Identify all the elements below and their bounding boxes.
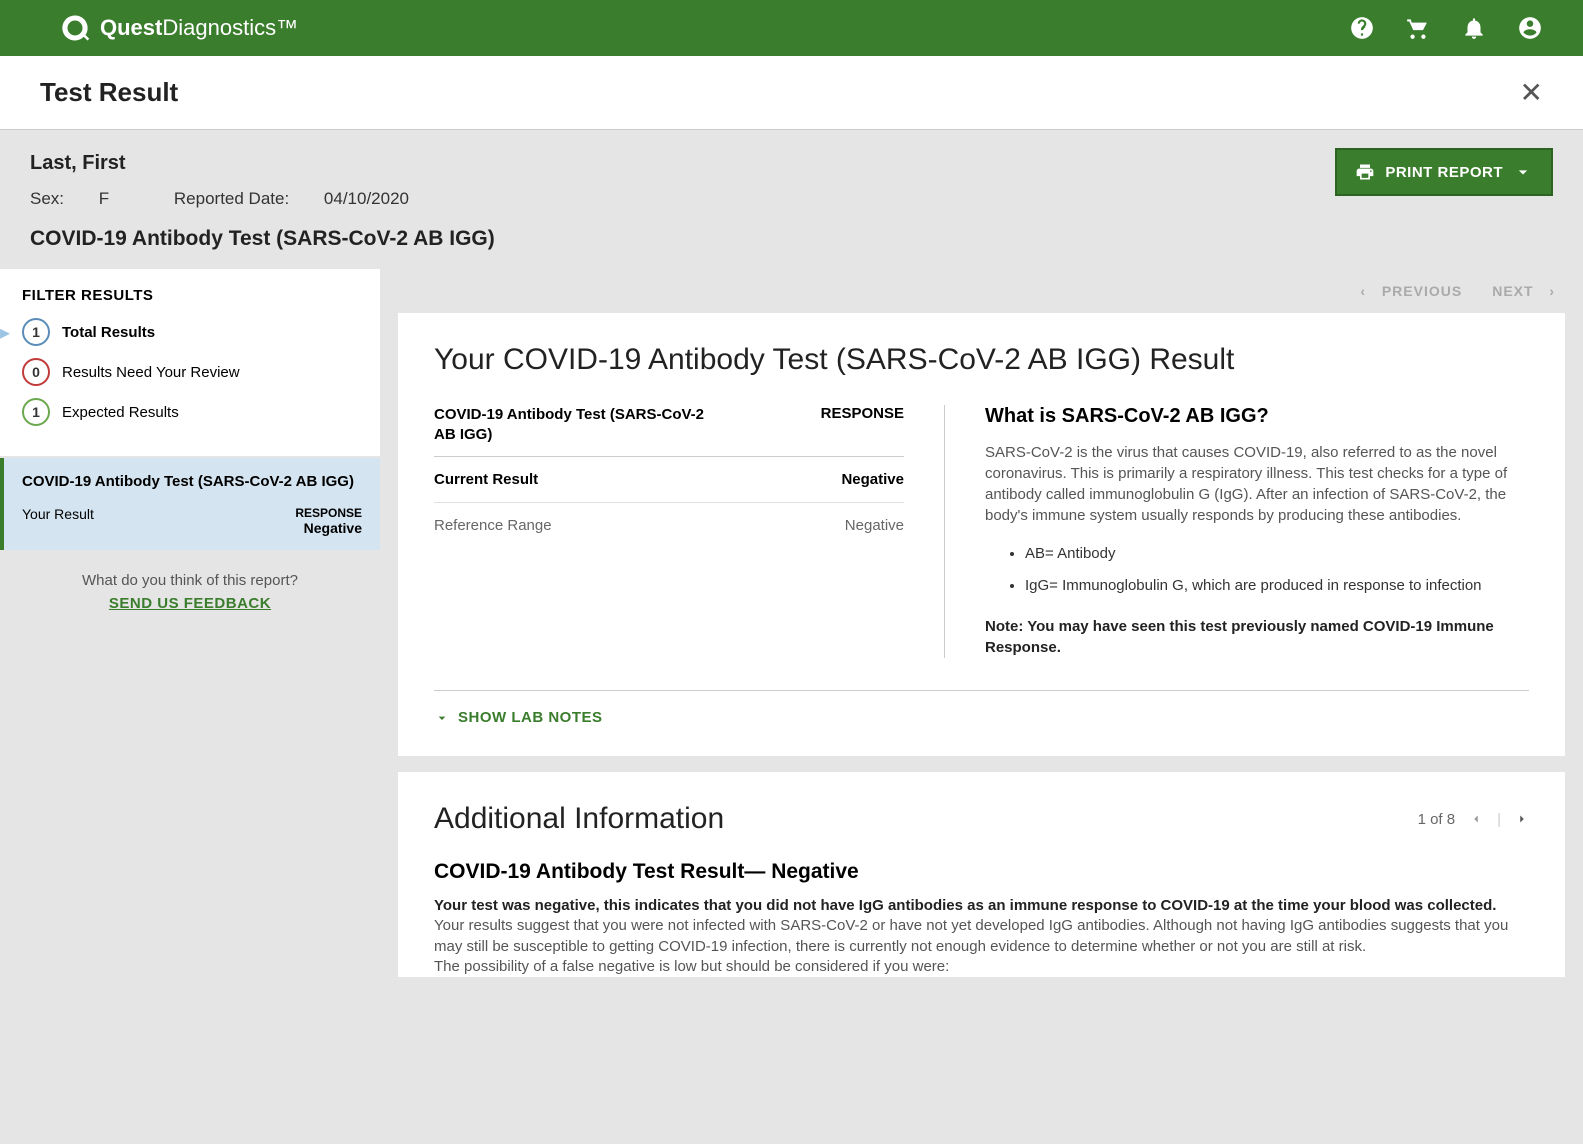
reference-range-label: Reference Range — [434, 517, 552, 534]
main-content: ‹ PREVIOUS NEXT › Your COVID-19 Antibody… — [380, 269, 1583, 1011]
brand-name: QuestDiagnostics™ — [100, 15, 298, 41]
cart-icon[interactable] — [1405, 15, 1431, 41]
info-list: AB= Antibody IgG= Immunoglobulin G, whic… — [1025, 542, 1529, 598]
show-lab-notes-toggle[interactable]: SHOW LAB NOTES — [434, 709, 1529, 726]
page-header: Test Result ✕ — [0, 56, 1583, 130]
patient-meta: Sex: F Reported Date: 04/10/2020 — [30, 189, 1553, 209]
info-paragraph: SARS-CoV-2 is the virus that causes COVI… — [985, 442, 1529, 526]
result-nav: ‹ PREVIOUS NEXT › — [398, 269, 1565, 313]
chevron-left-icon[interactable] — [1469, 812, 1483, 826]
additional-info-subtitle: COVID-19 Antibody Test Result— Negative — [434, 860, 1529, 884]
review-count-badge: 0 — [22, 358, 50, 386]
print-report-button[interactable]: PRINT REPORT — [1335, 148, 1553, 196]
chevron-down-icon — [1513, 162, 1533, 182]
account-icon[interactable] — [1517, 15, 1543, 41]
filter-need-review[interactable]: 0 Results Need Your Review — [22, 358, 358, 386]
sidebar-result-title: COVID-19 Antibody Test (SARS-CoV-2 AB IG… — [22, 472, 362, 492]
filter-label: Total Results — [62, 324, 155, 341]
filter-title: FILTER RESULTS — [22, 287, 358, 304]
chevron-down-icon — [434, 710, 450, 726]
info-column: What is SARS-CoV-2 AB IGG? SARS-CoV-2 is… — [944, 405, 1529, 658]
patient-name: Last, First — [30, 152, 1553, 175]
page-title: Test Result — [40, 77, 178, 108]
filter-results-card: FILTER RESULTS ▸ 1 Total Results 0 Resul… — [0, 269, 380, 456]
result-table: COVID-19 Antibody Test (SARS-CoV-2 AB IG… — [434, 405, 944, 658]
filter-total-results[interactable]: ▸ 1 Total Results — [22, 318, 358, 346]
page-indicator: 1 of 8 — [1418, 811, 1456, 828]
help-icon[interactable] — [1349, 15, 1375, 41]
sidebar-result-item[interactable]: COVID-19 Antibody Test (SARS-CoV-2 AB IG… — [0, 458, 380, 550]
chevron-right-icon[interactable] — [1515, 812, 1529, 826]
total-count-badge: 1 — [22, 318, 50, 346]
expected-count-badge: 1 — [22, 398, 50, 426]
additional-info-body: Your test was negative, this indicates t… — [434, 896, 1529, 977]
next-button[interactable]: NEXT › — [1492, 283, 1555, 299]
patient-summary: Last, First Sex: F Reported Date: 04/10/… — [0, 130, 1583, 269]
your-result-label: Your Result — [22, 506, 94, 536]
info-heading: What is SARS-CoV-2 AB IGG? — [985, 405, 1529, 428]
close-icon[interactable]: ✕ — [1520, 76, 1543, 109]
quest-logo-icon — [60, 13, 90, 43]
list-item: AB= Antibody — [1025, 542, 1529, 566]
additional-info-title: Additional Information — [434, 802, 724, 836]
additional-info-panel: Additional Information 1 of 8 | COVID-19… — [398, 772, 1565, 977]
current-result-value: Negative — [841, 471, 904, 488]
bell-icon[interactable] — [1461, 15, 1487, 41]
table-test-name: COVID-19 Antibody Test (SARS-CoV-2 AB IG… — [434, 405, 714, 444]
previous-button[interactable]: ‹ PREVIOUS — [1360, 283, 1462, 299]
print-icon — [1355, 162, 1375, 182]
result-panel: Your COVID-19 Antibody Test (SARS-CoV-2 … — [398, 313, 1565, 756]
active-filter-indicator-icon: ▸ — [0, 320, 10, 345]
list-item: IgG= Immunoglobulin G, which are produce… — [1025, 574, 1529, 598]
filter-label: Results Need Your Review — [62, 364, 240, 381]
table-response-head: RESPONSE — [821, 405, 904, 444]
filter-expected[interactable]: 1 Expected Results — [22, 398, 358, 426]
feedback-block: What do you think of this report? SEND U… — [0, 550, 380, 634]
send-feedback-link[interactable]: SEND US FEEDBACK — [10, 595, 370, 612]
result-panel-title: Your COVID-19 Antibody Test (SARS-CoV-2 … — [434, 343, 1529, 377]
top-nav: QuestDiagnostics™ — [0, 0, 1583, 56]
reference-range-value: Negative — [845, 517, 904, 534]
info-note: Note: You may have seen this test previo… — [985, 616, 1529, 658]
current-result-label: Current Result — [434, 471, 538, 488]
info-pager: 1 of 8 | — [1418, 811, 1529, 828]
filter-label: Expected Results — [62, 404, 179, 421]
response-label: RESPONSE — [295, 506, 362, 520]
brand-logo[interactable]: QuestDiagnostics™ — [60, 13, 298, 43]
sidebar: FILTER RESULTS ▸ 1 Total Results 0 Resul… — [0, 269, 380, 1011]
test-name-heading: COVID-19 Antibody Test (SARS-CoV-2 AB IG… — [30, 227, 1553, 251]
feedback-prompt: What do you think of this report? — [82, 572, 298, 589]
result-value: Negative — [295, 520, 362, 536]
